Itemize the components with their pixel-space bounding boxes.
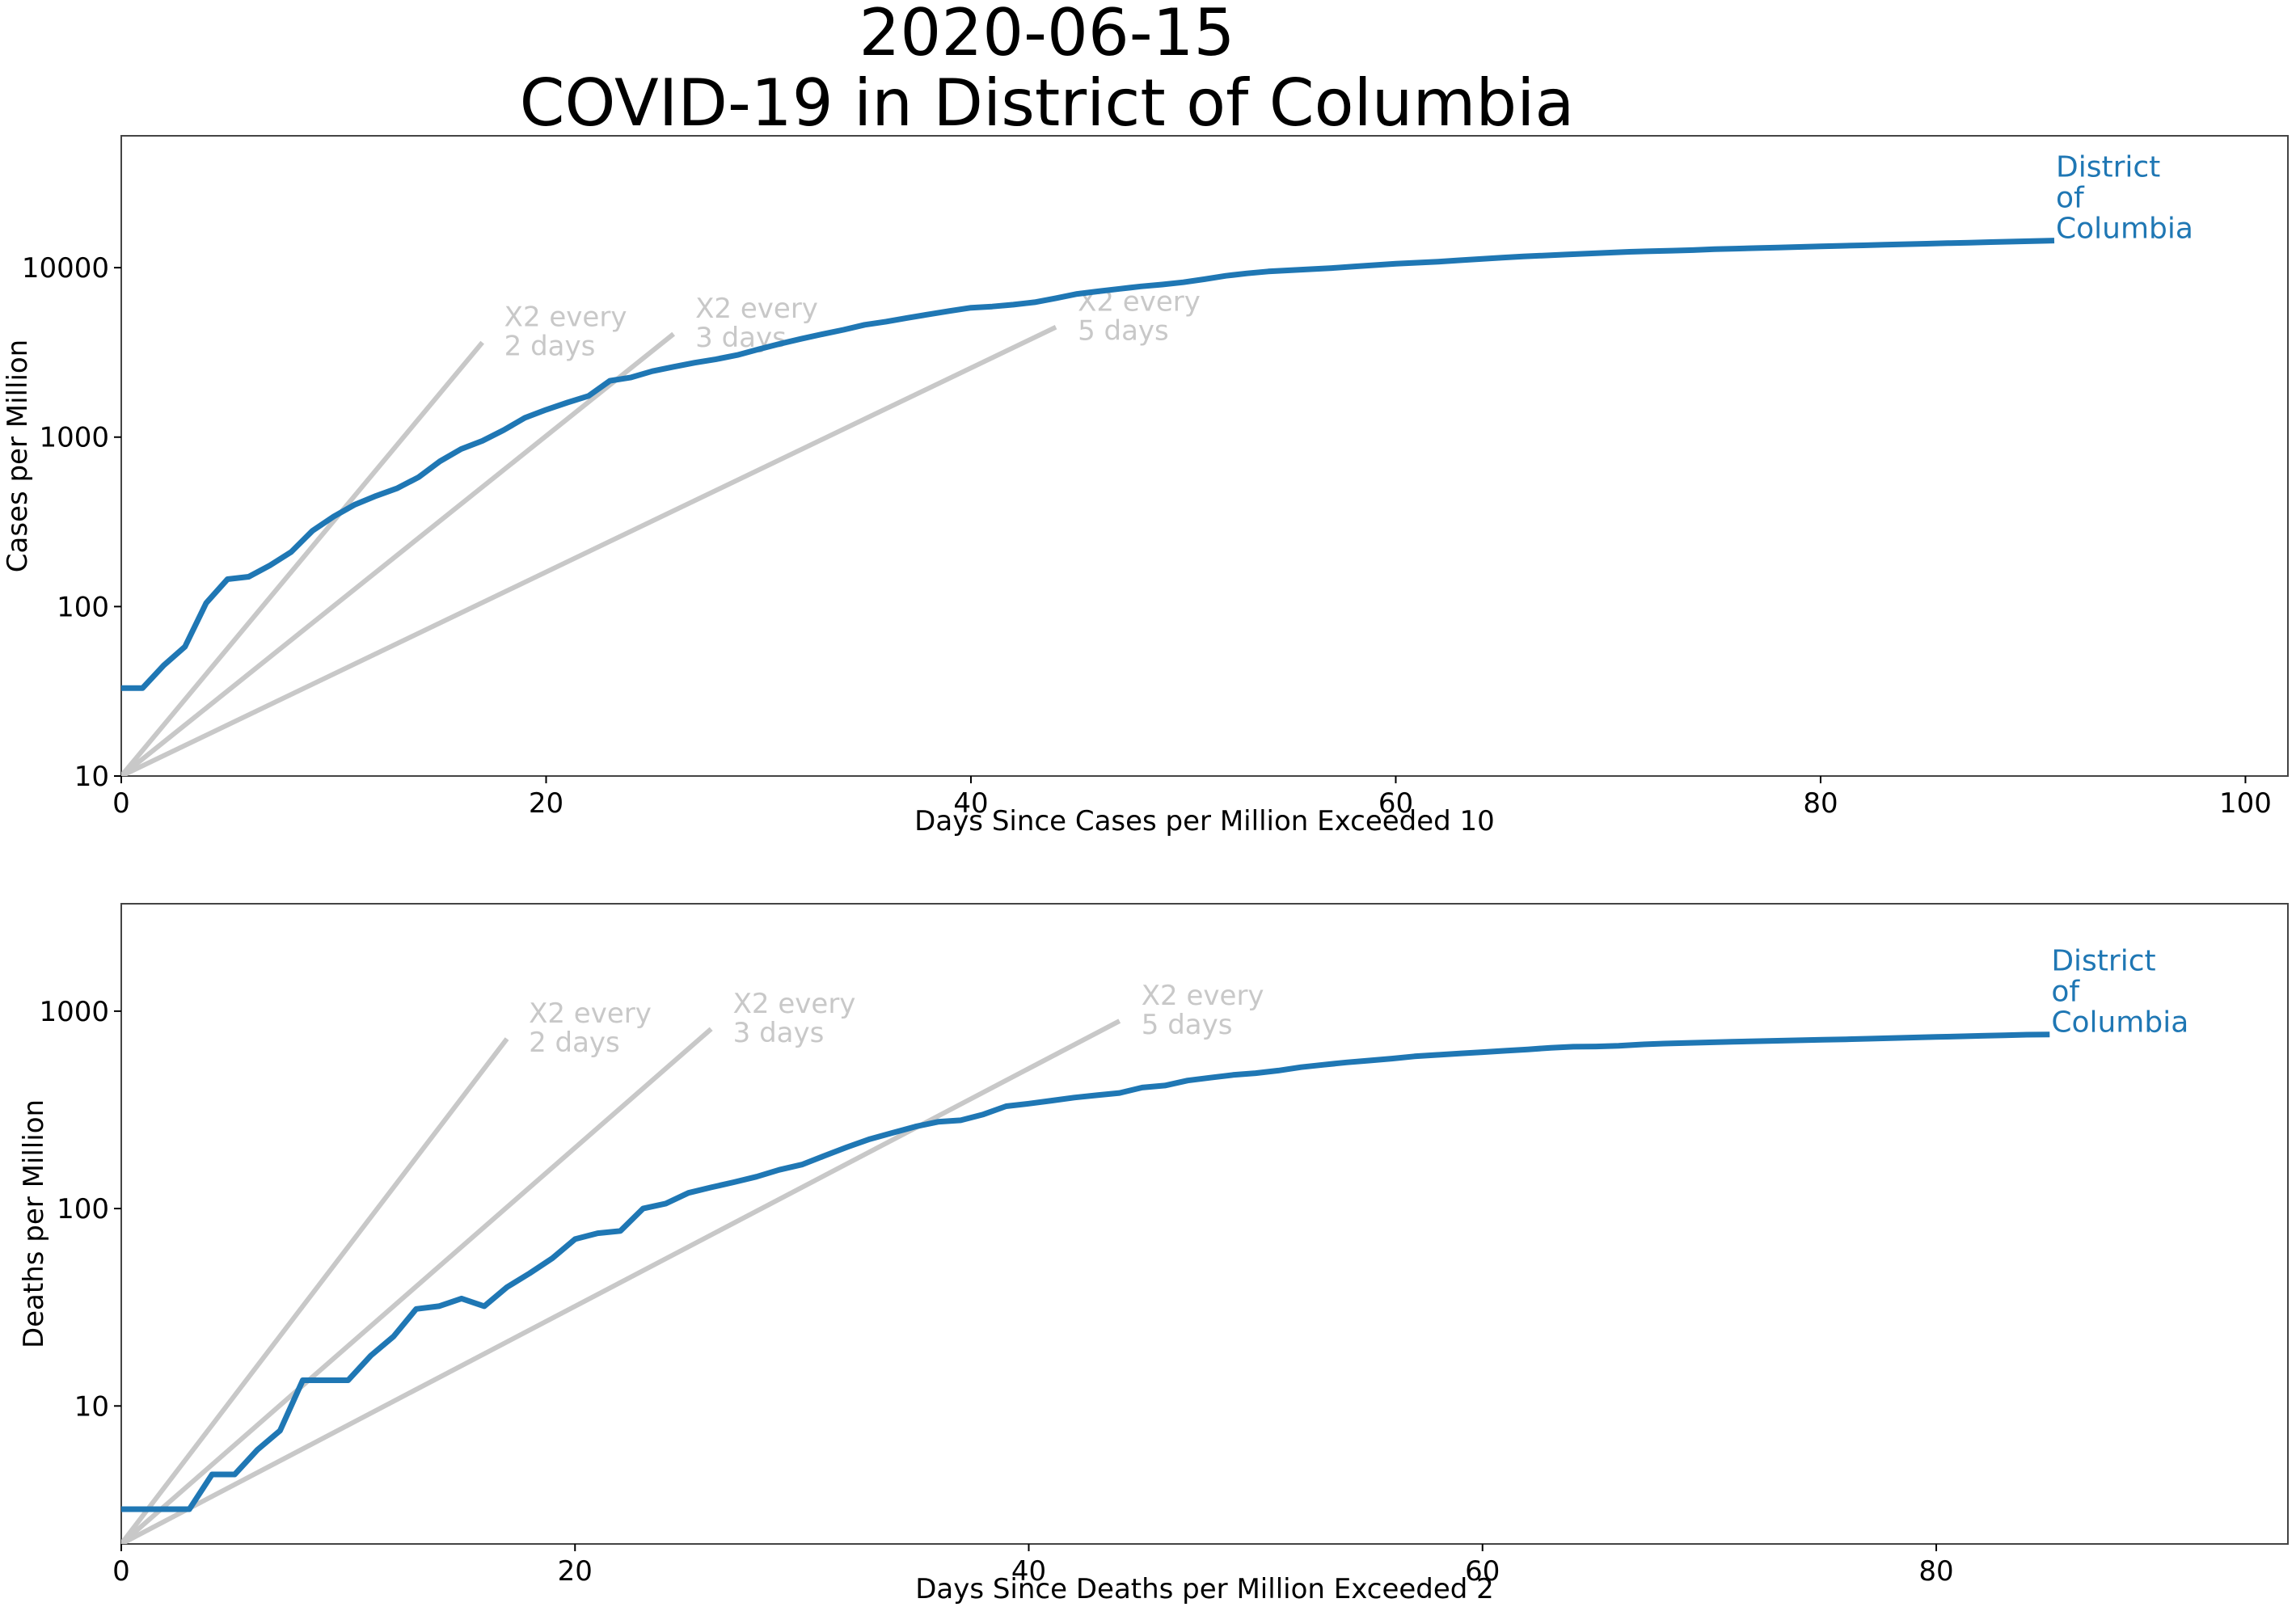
series-label-line: District (2056, 151, 2160, 184)
guide-label-line: X2 every (733, 988, 856, 1020)
x-tick-label: 20 (529, 787, 563, 820)
x-tick-label: 0 (112, 1555, 130, 1588)
doubling-guide-label: X2 every 3 days (695, 293, 818, 354)
guide-label-line: X2 every (695, 293, 818, 325)
series-label-line: Columbia (2051, 1006, 2188, 1040)
figure-title: COVID-19 in District of Columbia (520, 65, 1575, 141)
doubling-guide-line (121, 1037, 509, 1544)
doubling-guide-label: X2 every 5 days (1078, 286, 1201, 348)
guide-label-line: 3 days (733, 1017, 825, 1049)
x-tick-label: 60 (1378, 787, 1413, 820)
x-tick-label: 0 (112, 787, 130, 820)
x-tick-label: 40 (1011, 1555, 1046, 1588)
guide-label-line: 2 days (504, 331, 596, 363)
figure-date: 2020-06-15 (859, 0, 1235, 70)
y-tick-label: 1000 (39, 996, 109, 1028)
deaths-chart: 0 20 40 60 80 10 100 1000 Days Since Deaths per … (18, 903, 2289, 1605)
doubling-guide-line (121, 1019, 1121, 1544)
plot-frame (120, 135, 2289, 777)
x-axis-label: Days Since Cases per Million Exceeded 10 (914, 805, 1495, 837)
guide-label-line: 2 days (529, 1027, 620, 1059)
x-axis-label: Days Since Deaths per Million Exceeded 2 (915, 1573, 1494, 1605)
y-tick-label: 1000 (39, 422, 109, 454)
guide-label-line: X2 every (1142, 980, 1264, 1012)
doubling-guide-label: X2 every 2 days (529, 998, 652, 1059)
y-axis-label: Cases per Million (2, 340, 34, 573)
doubling-guide-line (121, 324, 1057, 776)
series-label-line: District (2051, 945, 2155, 978)
guide-label-line: 5 days (1142, 1009, 1233, 1041)
y-tick-label: 100 (57, 591, 109, 623)
y-tick-label: 10 (74, 1390, 109, 1423)
doubling-guide-label: X2 every 3 days (733, 988, 856, 1049)
y-tick-label: 100 (57, 1193, 109, 1225)
y-tick-label: 10000 (22, 252, 109, 285)
x-tick-label: 80 (1918, 1555, 1953, 1588)
guide-label-line: 3 days (695, 322, 787, 354)
series-end-label: District of Columbia (2051, 945, 2188, 1040)
series-line (121, 1031, 2050, 1512)
x-tick-label: 20 (558, 1555, 593, 1588)
doubling-guide-label: X2 every 2 days (504, 302, 627, 363)
x-tick-label: 60 (1465, 1555, 1500, 1588)
doubling-guide-line (121, 1027, 713, 1544)
series-label-line: Columbia (2056, 213, 2193, 246)
doubling-guide-line (121, 340, 484, 776)
cases-chart: 0 20 40 60 80 100 10 100 1000 10000 Days Since Cas… (2, 135, 2289, 837)
guide-label-line: 5 days (1078, 315, 1169, 348)
doubling-guide-line (121, 331, 676, 776)
x-tick-label: 100 (2219, 787, 2272, 820)
series-label-line: of (2056, 182, 2085, 215)
x-tick-label: 80 (1803, 787, 1838, 820)
series-end-label: District of Columbia (2056, 151, 2193, 246)
y-tick-label: 10 (74, 761, 109, 793)
series-line (121, 238, 2055, 691)
plot-frame (120, 903, 2289, 1545)
series-label-line: of (2051, 976, 2080, 1009)
y-axis-label: Deaths per Million (18, 1099, 50, 1348)
x-tick-label: 40 (953, 787, 988, 820)
guide-label-line: X2 every (504, 302, 627, 334)
doubling-guide-label: X2 every 5 days (1142, 980, 1264, 1041)
guide-label-line: X2 every (529, 998, 652, 1030)
